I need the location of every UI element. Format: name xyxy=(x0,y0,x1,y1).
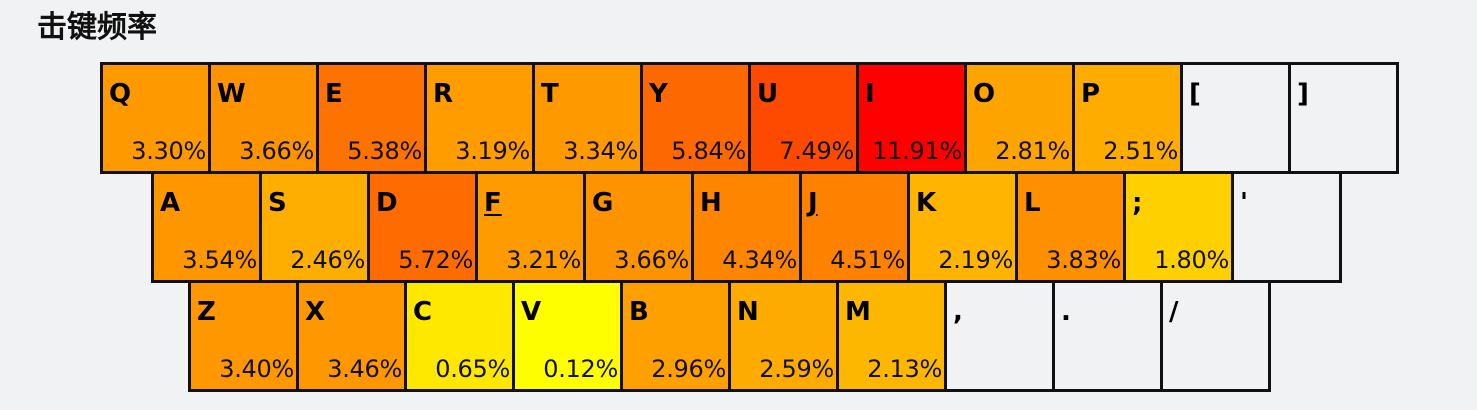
key-cell[interactable]: Y 5.84% xyxy=(643,65,751,171)
key-cell[interactable]: [ xyxy=(1183,65,1291,171)
key-cell[interactable]: . xyxy=(1055,283,1163,389)
key-cell[interactable]: B 2.96% xyxy=(623,283,731,389)
key-frequency: 11.91% xyxy=(872,137,962,165)
key-cell[interactable]: L 3.83% xyxy=(1018,174,1126,280)
key-label: Y xyxy=(649,79,668,109)
key-label: L xyxy=(1024,188,1041,218)
key-frequency: 2.59% xyxy=(759,355,834,383)
key-label: S xyxy=(268,188,287,218)
key-frequency: 3.54% xyxy=(182,246,257,274)
key-label: V xyxy=(521,297,542,327)
key-label: N xyxy=(737,297,759,327)
key-frequency: 3.46% xyxy=(327,355,402,383)
key-label: A xyxy=(160,188,181,218)
key-frequency: 1.80% xyxy=(1154,246,1229,274)
key-frequency: 4.51% xyxy=(830,246,905,274)
key-cell[interactable]: O 2.81% xyxy=(967,65,1075,171)
key-cell[interactable]: H 4.34% xyxy=(694,174,802,280)
key-label: G xyxy=(592,188,614,218)
key-cell[interactable]: J 4.51% xyxy=(802,174,910,280)
key-cell[interactable]: G 3.66% xyxy=(586,174,694,280)
key-label: E xyxy=(325,79,343,109)
key-cell[interactable]: T 3.34% xyxy=(535,65,643,171)
key-label: H xyxy=(700,188,722,218)
key-label: [ xyxy=(1189,79,1201,109)
key-cell[interactable]: U 7.49% xyxy=(751,65,859,171)
key-frequency: 2.96% xyxy=(651,355,726,383)
key-frequency: 2.51% xyxy=(1103,137,1178,165)
key-cell[interactable]: I 11.91% xyxy=(859,65,967,171)
key-cell[interactable]: K 2.19% xyxy=(910,174,1018,280)
key-cell[interactable]: / xyxy=(1163,283,1271,389)
key-frequency: 5.84% xyxy=(671,137,746,165)
key-label: ] xyxy=(1297,79,1309,109)
key-cell[interactable]: V 0.12% xyxy=(515,283,623,389)
key-frequency: 5.72% xyxy=(398,246,473,274)
key-label: D xyxy=(376,188,398,218)
key-label: . xyxy=(1061,297,1071,327)
key-label: F xyxy=(484,188,502,218)
key-frequency: 3.21% xyxy=(506,246,581,274)
key-label: M xyxy=(845,297,871,327)
key-frequency: 3.66% xyxy=(614,246,689,274)
key-label: R xyxy=(433,79,454,109)
key-label: W xyxy=(217,79,246,109)
key-frequency: 0.12% xyxy=(543,355,618,383)
page-title: 击键频率 xyxy=(37,10,157,45)
key-cell[interactable]: M 2.13% xyxy=(839,283,947,389)
key-cell[interactable]: ' xyxy=(1234,174,1342,280)
key-label: C xyxy=(413,297,433,327)
key-cell[interactable]: C 0.65% xyxy=(407,283,515,389)
key-cell[interactable]: R 3.19% xyxy=(427,65,535,171)
key-cell[interactable]: S 2.46% xyxy=(262,174,370,280)
key-cell[interactable]: D 5.72% xyxy=(370,174,478,280)
key-label: Z xyxy=(197,297,216,327)
key-frequency: 4.34% xyxy=(722,246,797,274)
key-cell[interactable]: E 5.38% xyxy=(319,65,427,171)
key-label: K xyxy=(916,188,937,218)
key-frequency: 3.40% xyxy=(219,355,294,383)
key-cell[interactable]: Q 3.30% xyxy=(103,65,211,171)
key-frequency: 2.19% xyxy=(938,246,1013,274)
key-label: / xyxy=(1169,297,1179,327)
key-frequency: 3.66% xyxy=(239,137,314,165)
key-frequency: 7.49% xyxy=(779,137,854,165)
keyboard-row-bottom: Z 3.40% X 3.46% C 0.65% V 0.12% B 2.96% N 2.59% M 2.1… xyxy=(188,280,1271,392)
key-cell[interactable]: ] xyxy=(1291,65,1399,171)
key-label: ' xyxy=(1240,188,1248,218)
key-label: Q xyxy=(109,79,132,109)
key-cell[interactable]: P 2.51% xyxy=(1075,65,1183,171)
key-label: B xyxy=(629,297,649,327)
key-label: U xyxy=(757,79,779,109)
key-frequency: 3.34% xyxy=(563,137,638,165)
key-label: X xyxy=(305,297,326,327)
key-cell[interactable]: W 3.66% xyxy=(211,65,319,171)
key-frequency: 2.81% xyxy=(995,137,1070,165)
key-frequency: 3.30% xyxy=(131,137,206,165)
key-label: J xyxy=(808,188,818,218)
keyboard-row-home: A 3.54% S 2.46% D 5.72% F 3.21% G 3.66% H 4.34% J 4.5… xyxy=(151,171,1342,283)
key-cell[interactable]: ; 1.80% xyxy=(1126,174,1234,280)
key-cell[interactable]: F 3.21% xyxy=(478,174,586,280)
key-label: P xyxy=(1081,79,1101,109)
key-label: T xyxy=(541,79,559,109)
key-label: I xyxy=(865,79,875,109)
key-frequency: 2.13% xyxy=(867,355,942,383)
key-label: , xyxy=(953,297,963,327)
key-cell[interactable]: X 3.46% xyxy=(299,283,407,389)
key-cell[interactable]: N 2.59% xyxy=(731,283,839,389)
key-cell[interactable]: , xyxy=(947,283,1055,389)
key-cell[interactable]: Z 3.40% xyxy=(191,283,299,389)
key-cell[interactable]: A 3.54% xyxy=(154,174,262,280)
key-frequency: 3.83% xyxy=(1046,246,1121,274)
key-label: ; xyxy=(1132,188,1143,218)
keyboard-row-top: Q 3.30% W 3.66% E 5.38% R 3.19% T 3.34% Y 5.84% U 7.4… xyxy=(100,62,1399,174)
key-frequency: 3.19% xyxy=(455,137,530,165)
key-label: O xyxy=(973,79,996,109)
key-frequency: 0.65% xyxy=(435,355,510,383)
key-frequency: 5.38% xyxy=(347,137,422,165)
key-frequency: 2.46% xyxy=(290,246,365,274)
